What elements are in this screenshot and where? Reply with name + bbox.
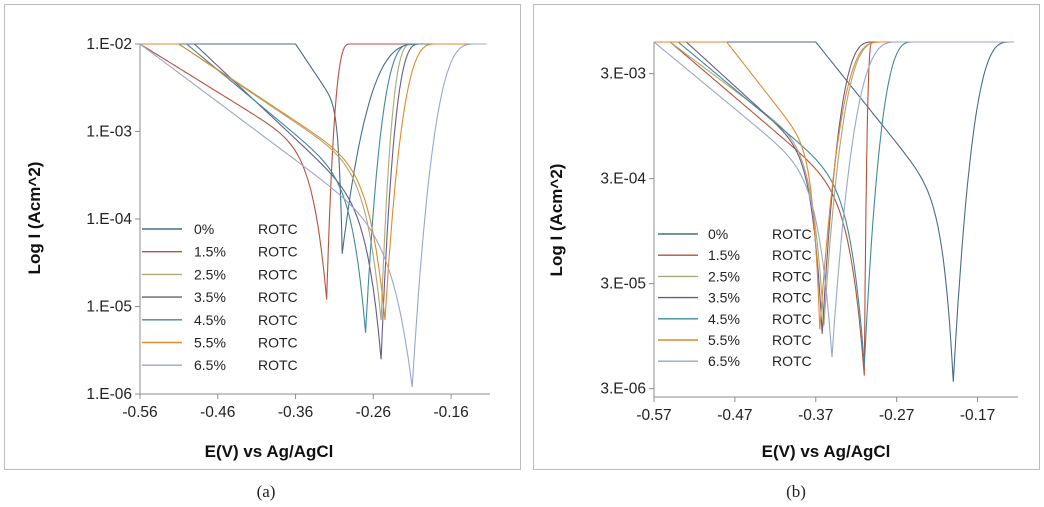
legend-entry-suffix: ROTC <box>772 226 812 242</box>
legend-entry-suffix: ROTC <box>772 311 812 327</box>
x-tick-label: -0.26 <box>356 404 391 421</box>
legend-entry-suffix: ROTC <box>258 221 298 237</box>
legend-entry-suffix: ROTC <box>258 266 298 282</box>
panel-b-caption: (b) <box>786 482 806 501</box>
legend-entry-suffix: ROTC <box>258 335 298 351</box>
x-tick-label: -0.47 <box>717 407 752 424</box>
x-tick-label: -0.17 <box>960 407 995 424</box>
legend-entry-label: 1.5% <box>708 247 740 263</box>
panel-a-y-tick-labels: 1.E-06 1.E-05 1.E-04 1.E-03 1.E-02 <box>86 36 132 403</box>
series-line-2 <box>140 43 487 321</box>
legend-entry-label: 3.5% <box>194 289 226 305</box>
legend-entry-label: 4.5% <box>708 311 740 327</box>
panel-a: 1.E-06 1.E-05 1.E-04 1.E-03 1.E-02 -0.56 -0.4… <box>4 4 521 501</box>
legend-entry-label: 5.5% <box>194 335 226 351</box>
y-tick-label: 3.E-04 <box>600 171 646 188</box>
series-line-5 <box>140 43 487 321</box>
y-tick-label: 1.E-02 <box>86 36 132 53</box>
panel-b-x-axis-label: E(V) vs Ag/AgCl <box>762 442 891 461</box>
series-line-0 <box>140 43 487 254</box>
panel-b-frame <box>533 4 1040 470</box>
series-line-6 <box>653 41 1014 358</box>
panel-a-caption: (a) <box>257 482 276 501</box>
panel-b-y-tick-labels: 3.E-06 3.E-05 3.E-04 3.E-03 <box>600 66 646 398</box>
legend-entry-label: 1.5% <box>194 244 226 260</box>
legend-entry-label: 0% <box>708 226 728 242</box>
legend-entry-label: 2.5% <box>708 268 740 284</box>
x-tick-label: -0.36 <box>278 404 313 421</box>
x-tick-label: -0.56 <box>122 404 157 421</box>
x-tick-label: -0.16 <box>433 404 468 421</box>
legend-entry-suffix: ROTC <box>258 312 298 328</box>
y-tick-label: 1.E-03 <box>86 124 132 141</box>
legend-entry-label: 5.5% <box>708 332 740 348</box>
legend-entry-label: 6.5% <box>194 357 226 373</box>
series-line-1 <box>139 43 487 300</box>
x-tick-label: -0.46 <box>200 404 235 421</box>
series-line-3 <box>654 41 1014 334</box>
panel-b-plot-area <box>649 41 1018 402</box>
legend-entry-suffix: ROTC <box>258 289 298 305</box>
legend-entry-suffix: ROTC <box>772 332 812 348</box>
x-tick-label: -0.27 <box>879 407 914 424</box>
legend-entry-suffix: ROTC <box>772 353 812 369</box>
panel-a-x-axis-label: E(V) vs Ag/AgCl <box>205 442 334 461</box>
series-line-6 <box>139 43 487 388</box>
series-line-2 <box>654 41 1014 326</box>
x-tick-label: -0.57 <box>636 407 671 424</box>
legend-entry-suffix: ROTC <box>772 247 812 263</box>
y-tick-label: 3.E-06 <box>600 381 646 398</box>
panel-b-legend: 0% ROTC 1.5% ROTC 2.5% ROTC 3.5% ROTC 4.5% ROTC 5.… <box>658 226 812 369</box>
panel-a-legend: 0% ROTC 1.5% ROTC 2.5% ROTC 3.5% ROTC 4.5% ROTC 5.… <box>142 221 298 373</box>
legend-entry-suffix: ROTC <box>772 290 812 306</box>
panel-a-frame <box>4 4 521 470</box>
panel-b-y-axis-label: Log I (Acm^2) <box>547 164 566 277</box>
legend-entry-label: 6.5% <box>708 353 740 369</box>
panel-a-y-axis-label: Log I (Acm^2) <box>25 162 44 275</box>
y-tick-label: 3.E-03 <box>600 66 646 83</box>
y-tick-label: 1.E-06 <box>86 386 132 403</box>
legend-entry-suffix: ROTC <box>258 244 298 260</box>
panel-a-plot-area <box>135 43 490 399</box>
series-line-5 <box>654 41 1014 330</box>
series-line-4 <box>654 41 1014 366</box>
series-line-4 <box>140 43 487 333</box>
legend-entry-label: 4.5% <box>194 312 226 328</box>
panel-b: 3.E-06 3.E-05 3.E-04 3.E-03 -0.57 -0.47 -0.37… <box>533 4 1040 501</box>
panel-a-x-tick-labels: -0.56 -0.46 -0.36 -0.26 -0.16 <box>122 404 468 421</box>
x-tick-label: -0.37 <box>798 407 833 424</box>
series-line-1 <box>654 41 1014 376</box>
y-tick-label: 1.E-04 <box>86 211 132 228</box>
legend-entry-suffix: ROTC <box>772 268 812 284</box>
legend-entry-label: 2.5% <box>194 266 226 282</box>
panel-b-x-tick-labels: -0.57 -0.47 -0.37 -0.27 -0.17 <box>636 407 995 424</box>
legend-entry-label: 0% <box>194 221 214 237</box>
legend-entry-label: 3.5% <box>708 290 740 306</box>
legend-entry-suffix: ROTC <box>258 357 298 373</box>
y-tick-label: 3.E-05 <box>600 276 646 293</box>
y-tick-label: 1.E-05 <box>86 299 132 316</box>
